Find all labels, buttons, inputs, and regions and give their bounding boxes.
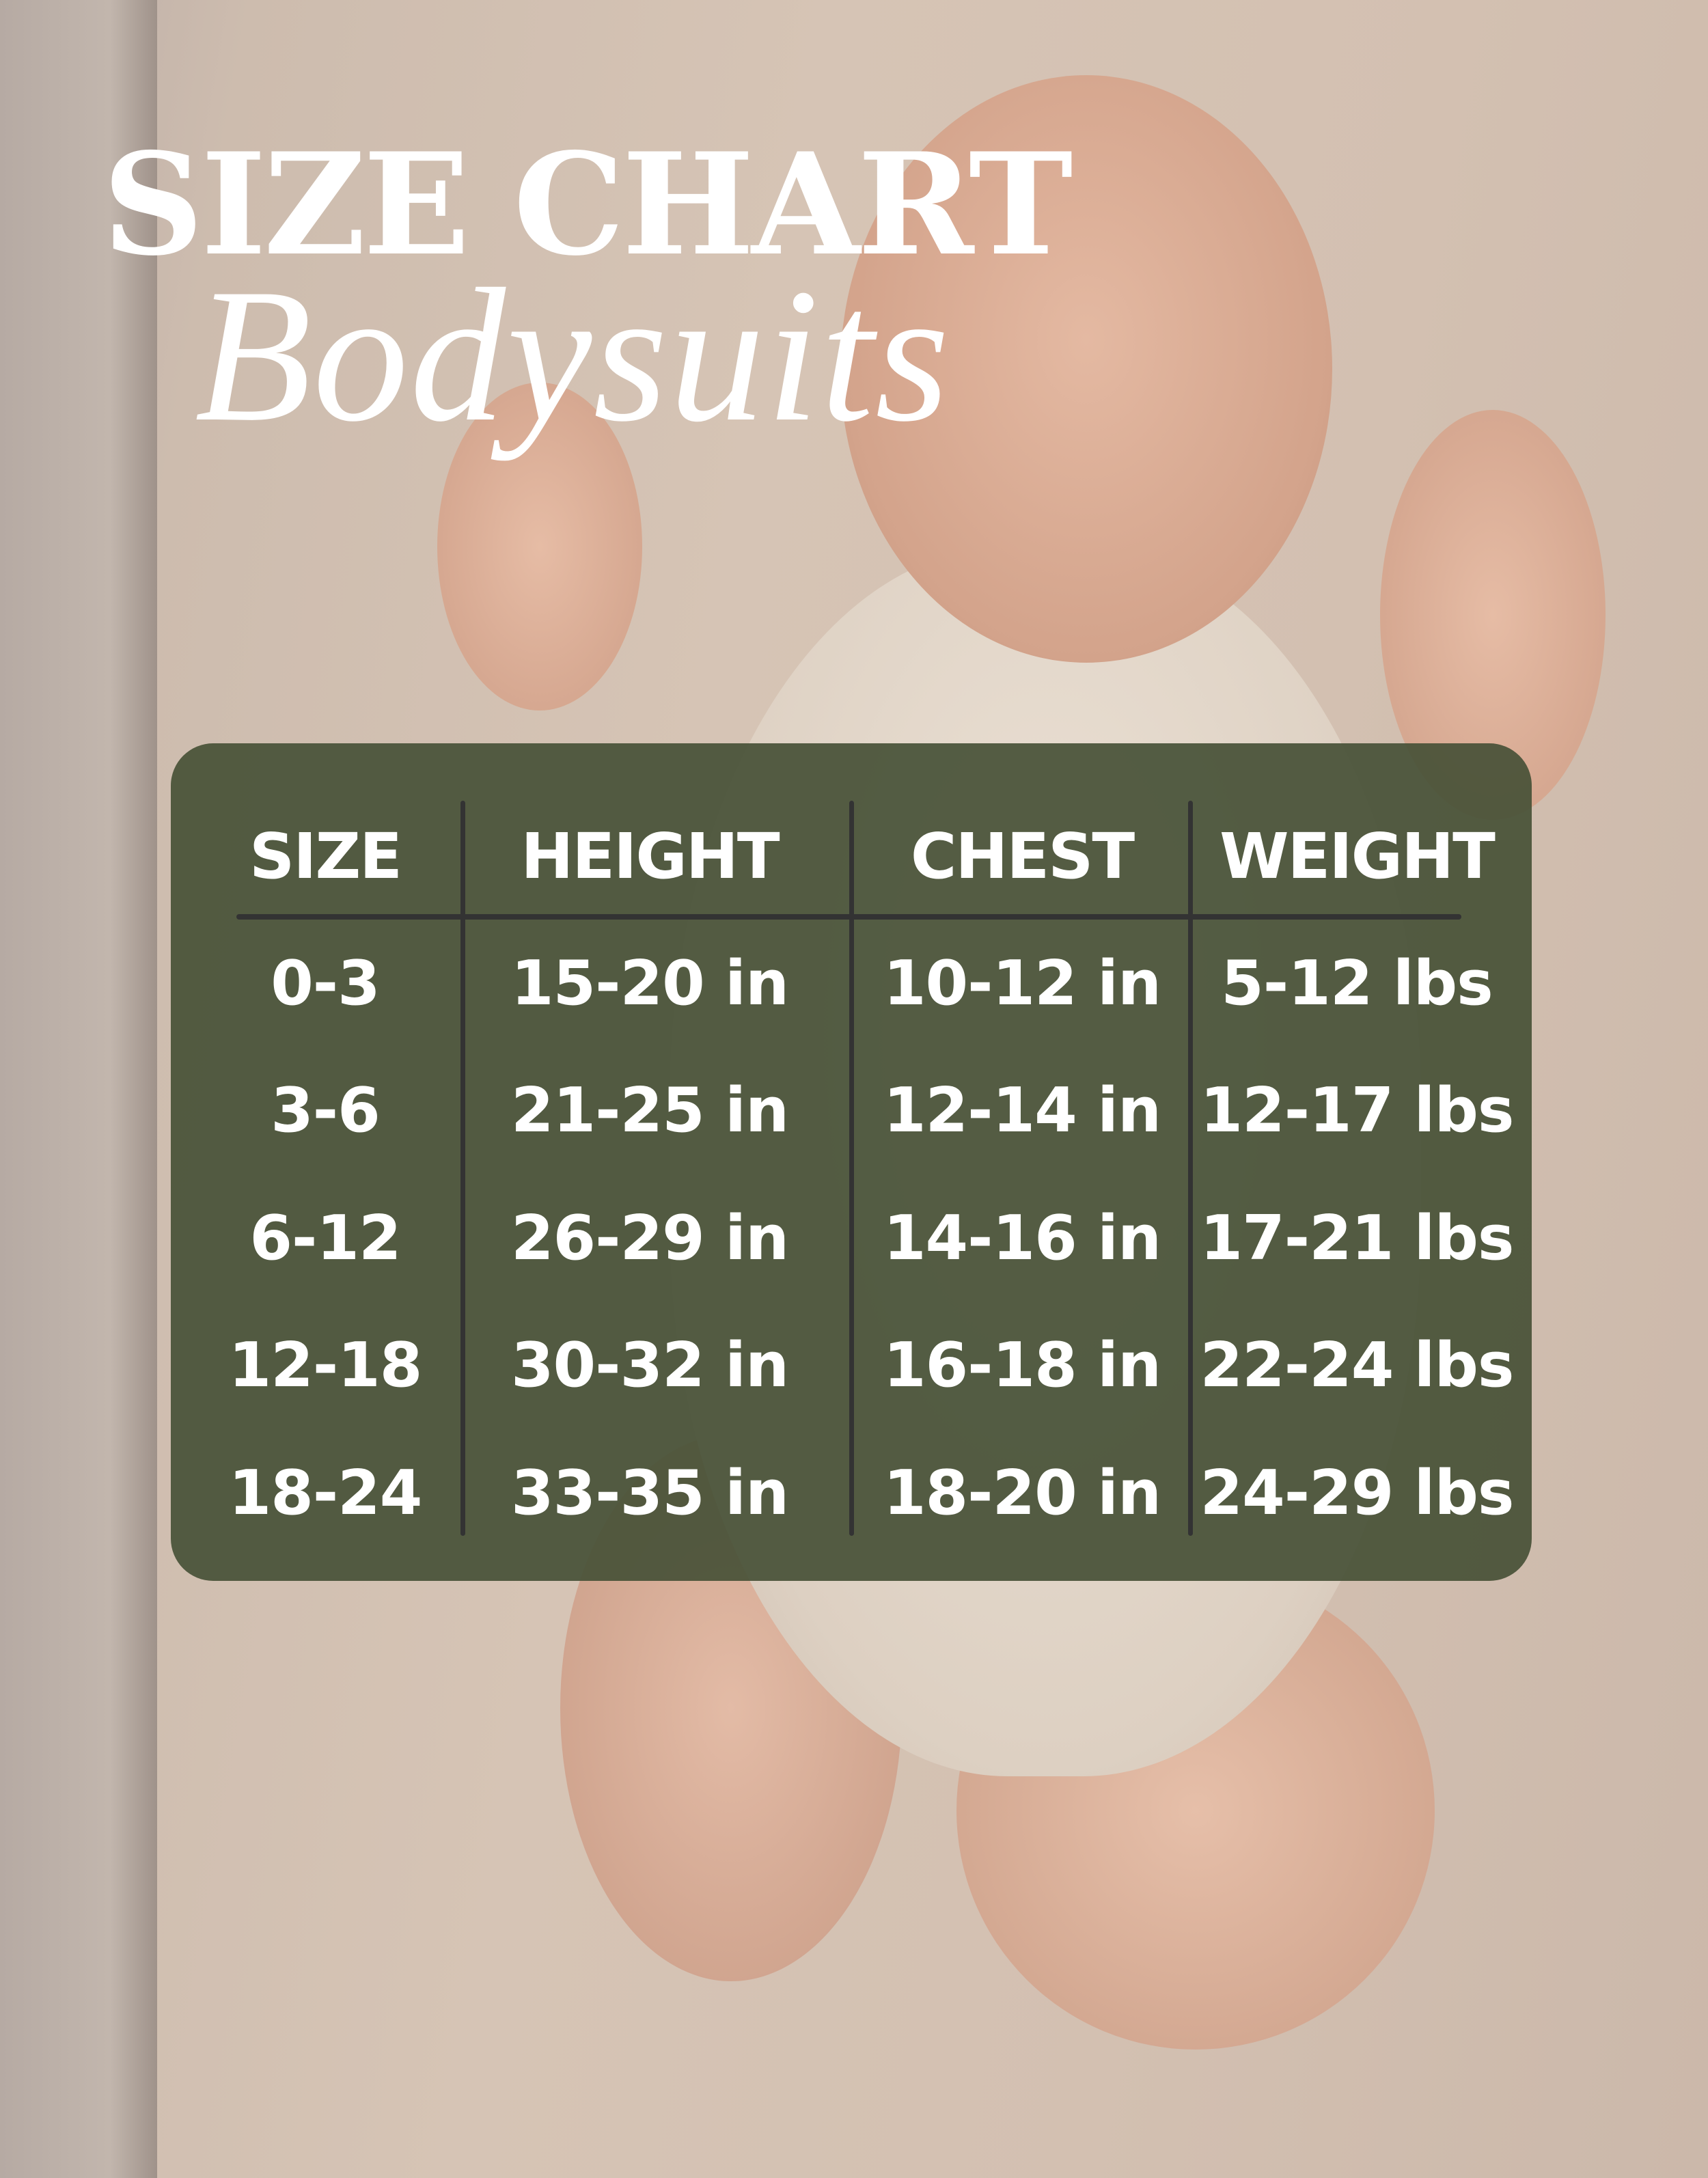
background-photo-leg: [956, 1571, 1435, 2050]
column-header-size: SIZE: [249, 820, 402, 893]
table-cell-height: 21-25 in: [510, 1075, 789, 1146]
table-cell-weight: 12-17 lbs: [1200, 1075, 1514, 1146]
table-cell-chest: 18-20 in: [883, 1457, 1161, 1529]
table-cell-weight: 24-29 lbs: [1200, 1457, 1514, 1529]
column-header-chest: CHEST: [910, 820, 1135, 893]
column-header-weight: WEIGHT: [1220, 820, 1496, 893]
table-cell-size: 3-6: [271, 1075, 381, 1146]
column-header-height: HEIGHT: [521, 820, 780, 893]
table-cell-size: 12-18: [228, 1329, 423, 1401]
table-cell-height: 26-29 in: [510, 1202, 789, 1274]
table-cell-chest: 12-14 in: [883, 1075, 1161, 1146]
table-cell-height: 30-32 in: [510, 1329, 789, 1401]
table-cell-height: 33-35 in: [510, 1457, 789, 1529]
column-divider: [849, 801, 854, 1536]
column-divider: [460, 801, 465, 1536]
table-cell-weight: 22-24 lbs: [1200, 1329, 1514, 1401]
table-cell-weight: 17-21 lbs: [1200, 1202, 1514, 1274]
table-cell-chest: 14-16 in: [883, 1202, 1161, 1274]
column-divider: [1188, 801, 1193, 1536]
table-cell-size: 18-24: [228, 1457, 423, 1529]
table-cell-weight: 5-12 lbs: [1221, 948, 1493, 1019]
table-cell-height: 15-20 in: [510, 948, 789, 1019]
table-cell-size: 0-3: [271, 948, 381, 1019]
page-subtitle: Bodysuits: [195, 249, 951, 461]
page-title: SIZE CHART: [102, 123, 1073, 287]
table-cell-size: 6-12: [249, 1202, 401, 1274]
header-divider: [236, 914, 1461, 920]
table-cell-chest: 16-18 in: [883, 1329, 1161, 1401]
table-cell-chest: 10-12 in: [883, 948, 1161, 1019]
